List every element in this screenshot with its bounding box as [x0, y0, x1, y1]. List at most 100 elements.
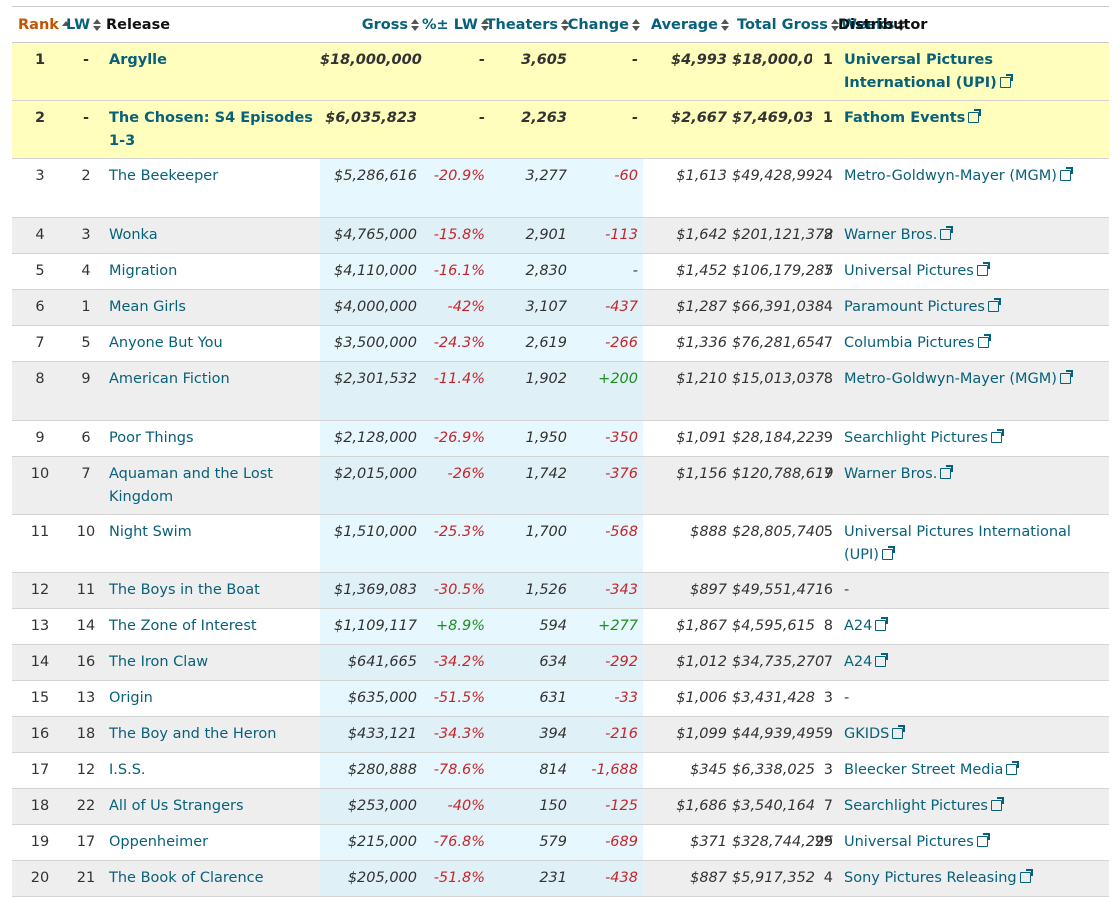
external-link-icon — [968, 109, 982, 123]
average-cell: $1,336 — [643, 326, 732, 361]
release-link[interactable]: Migration — [109, 263, 178, 279]
sort-pct-lw-header[interactable]: %± LW — [422, 7, 490, 42]
sort-rank-header[interactable]: Rank — [12, 7, 70, 42]
release-link[interactable]: The Book of Clarence — [109, 870, 264, 886]
distributor-cell: Universal Pictures International (UPI) — [836, 43, 1086, 100]
release-cell: Mean Girls — [106, 290, 320, 325]
weeks-cell: 8 — [823, 371, 833, 387]
release-cell: Argylle — [106, 43, 320, 100]
average-cell: $1,210 — [643, 362, 732, 420]
rank-cell: 9 — [35, 430, 45, 446]
pct-change-cell: -16.1% — [422, 254, 490, 289]
distributor-link[interactable]: Warner Bros. — [844, 465, 954, 482]
release-link[interactable]: American Fiction — [109, 371, 230, 387]
release-link[interactable]: The Beekeeper — [109, 168, 219, 184]
average-cell: $888 — [643, 515, 732, 572]
theater-change-cell: - — [572, 43, 643, 100]
gross-cell: $280,888 — [320, 753, 422, 788]
distributor-link[interactable]: GKIDS — [844, 725, 906, 742]
distributor-link[interactable]: Searchlight Pictures — [844, 797, 1004, 814]
distributor-cell: Paramount Pictures — [836, 290, 1086, 325]
gross-cell: $4,110,000 — [320, 254, 422, 289]
sort-theaters-header[interactable]: Theaters — [486, 7, 572, 42]
release-link[interactable]: Aquaman and the Lost Kingdom — [109, 466, 273, 505]
distributor-link[interactable]: Metro-Goldwyn-Mayer (MGM) — [844, 167, 1073, 184]
sort-icon — [480, 18, 489, 31]
gross-cell: $1,109,117 — [320, 609, 422, 644]
sort-gross-header[interactable]: Gross — [320, 7, 422, 42]
distributor-cell: Columbia Pictures — [836, 326, 1086, 361]
pct-change-cell: -78.6% — [422, 753, 490, 788]
distributor-link[interactable]: Columbia Pictures — [844, 334, 991, 351]
release-link[interactable]: The Boys in the Boat — [109, 582, 260, 598]
gross-cell: $1,369,083 — [320, 573, 422, 608]
rank-cell: 18 — [30, 798, 50, 814]
release-link[interactable]: The Iron Claw — [109, 654, 209, 670]
table-row: 19 17 Oppenheimer $215,000 -76.8% 579 -689 $371… — [12, 825, 1109, 861]
release-link[interactable]: Origin — [109, 690, 153, 706]
sort-total-gross-header[interactable]: Total Gross Weeks — [732, 7, 906, 42]
release-link[interactable]: Anyone But You — [109, 335, 223, 351]
theater-change-cell: -689 — [572, 825, 643, 860]
weeks-header-label[interactable]: Weeks — [840, 16, 895, 33]
last-week-rank-cell: 14 — [76, 618, 96, 634]
distributor-name: Searchlight Pictures — [844, 798, 988, 814]
release-link[interactable]: Night Swim — [109, 524, 192, 540]
distributor-link[interactable]: Universal Pictures International (UPI) — [844, 52, 1013, 91]
pct-change-cell: -51.8% — [422, 861, 490, 896]
release-link[interactable]: Argylle — [109, 52, 167, 68]
theater-change-cell: -60 — [572, 159, 643, 217]
last-week-rank-cell: 1 — [81, 299, 91, 315]
theater-change-cell: -216 — [572, 717, 643, 752]
distributor-name: Universal Pictures — [844, 834, 974, 850]
release-link[interactable]: Oppenheimer — [109, 834, 209, 850]
average-cell: $897 — [643, 573, 732, 608]
pct-lw-header-label: %± LW — [422, 16, 478, 33]
distributor-link[interactable]: Paramount Pictures — [844, 298, 1001, 315]
distributor-link[interactable]: Sony Pictures Releasing — [844, 869, 1033, 886]
last-week-rank-cell: 5 — [81, 335, 91, 351]
distributor-link[interactable]: Universal Pictures International (UPI) — [844, 524, 1071, 563]
theater-change-cell: -33 — [572, 681, 643, 716]
release-link[interactable]: Poor Things — [109, 430, 194, 446]
distributor-name: Searchlight Pictures — [844, 430, 988, 446]
theaters-cell: 231 — [490, 861, 572, 896]
distributor-link[interactable]: Metro-Goldwyn-Mayer (MGM) — [844, 370, 1073, 387]
release-link[interactable]: The Zone of Interest — [109, 618, 257, 634]
table-row: 3 2 The Beekeeper $5,286,616 -20.9% 3,277 -60 $… — [12, 159, 1109, 218]
weeks-cell: 9 — [823, 726, 833, 742]
sort-distributor-header[interactable]: Distributor — [836, 7, 1086, 42]
release-cell: The Iron Claw — [106, 645, 320, 680]
external-link-icon — [892, 725, 906, 739]
total-gross-cell: $3,431,428 — [732, 681, 815, 716]
rank-cell: 6 — [35, 299, 45, 315]
theater-change-cell: -350 — [572, 421, 643, 456]
distributor-link[interactable]: A24 — [844, 617, 889, 634]
distributor-link[interactable]: Universal Pictures — [844, 262, 990, 279]
release-link[interactable]: I.S.S. — [109, 762, 146, 778]
release-link[interactable]: The Boy and the Heron — [109, 726, 277, 742]
distributor-link[interactable]: Warner Bros. — [844, 226, 954, 243]
last-week-rank-cell: 7 — [81, 466, 91, 482]
total-gross-header-label: Total Gross — [737, 16, 828, 33]
distributor-link[interactable]: A24 — [844, 653, 889, 670]
external-link-icon — [1059, 370, 1073, 384]
theater-change-cell: -266 — [572, 326, 643, 361]
release-link[interactable]: The Chosen: S4 Episodes 1-3 — [109, 110, 313, 149]
sort-average-header[interactable]: Average — [643, 7, 732, 42]
theaters-cell: 1,742 — [490, 457, 572, 514]
weeks-cell: 6 — [823, 582, 833, 598]
sort-change-header[interactable]: Change — [568, 7, 643, 42]
distributor-link[interactable]: Universal Pictures — [844, 833, 990, 850]
release-link[interactable]: Wonka — [109, 227, 158, 243]
external-link-icon — [940, 465, 954, 479]
release-link[interactable]: All of Us Strangers — [109, 798, 244, 814]
sort-release-header[interactable]: Release — [106, 7, 320, 42]
distributor-link[interactable]: Fathom Events — [844, 109, 982, 126]
theater-change-cell: -343 — [572, 573, 643, 608]
distributor-link[interactable]: Searchlight Pictures — [844, 429, 1004, 446]
distributor-link[interactable]: Bleecker Street Media — [844, 761, 1020, 778]
sort-lw-header[interactable]: LW — [66, 7, 106, 42]
gross-cell: $18,000,000 — [320, 43, 422, 100]
release-link[interactable]: Mean Girls — [109, 299, 186, 315]
